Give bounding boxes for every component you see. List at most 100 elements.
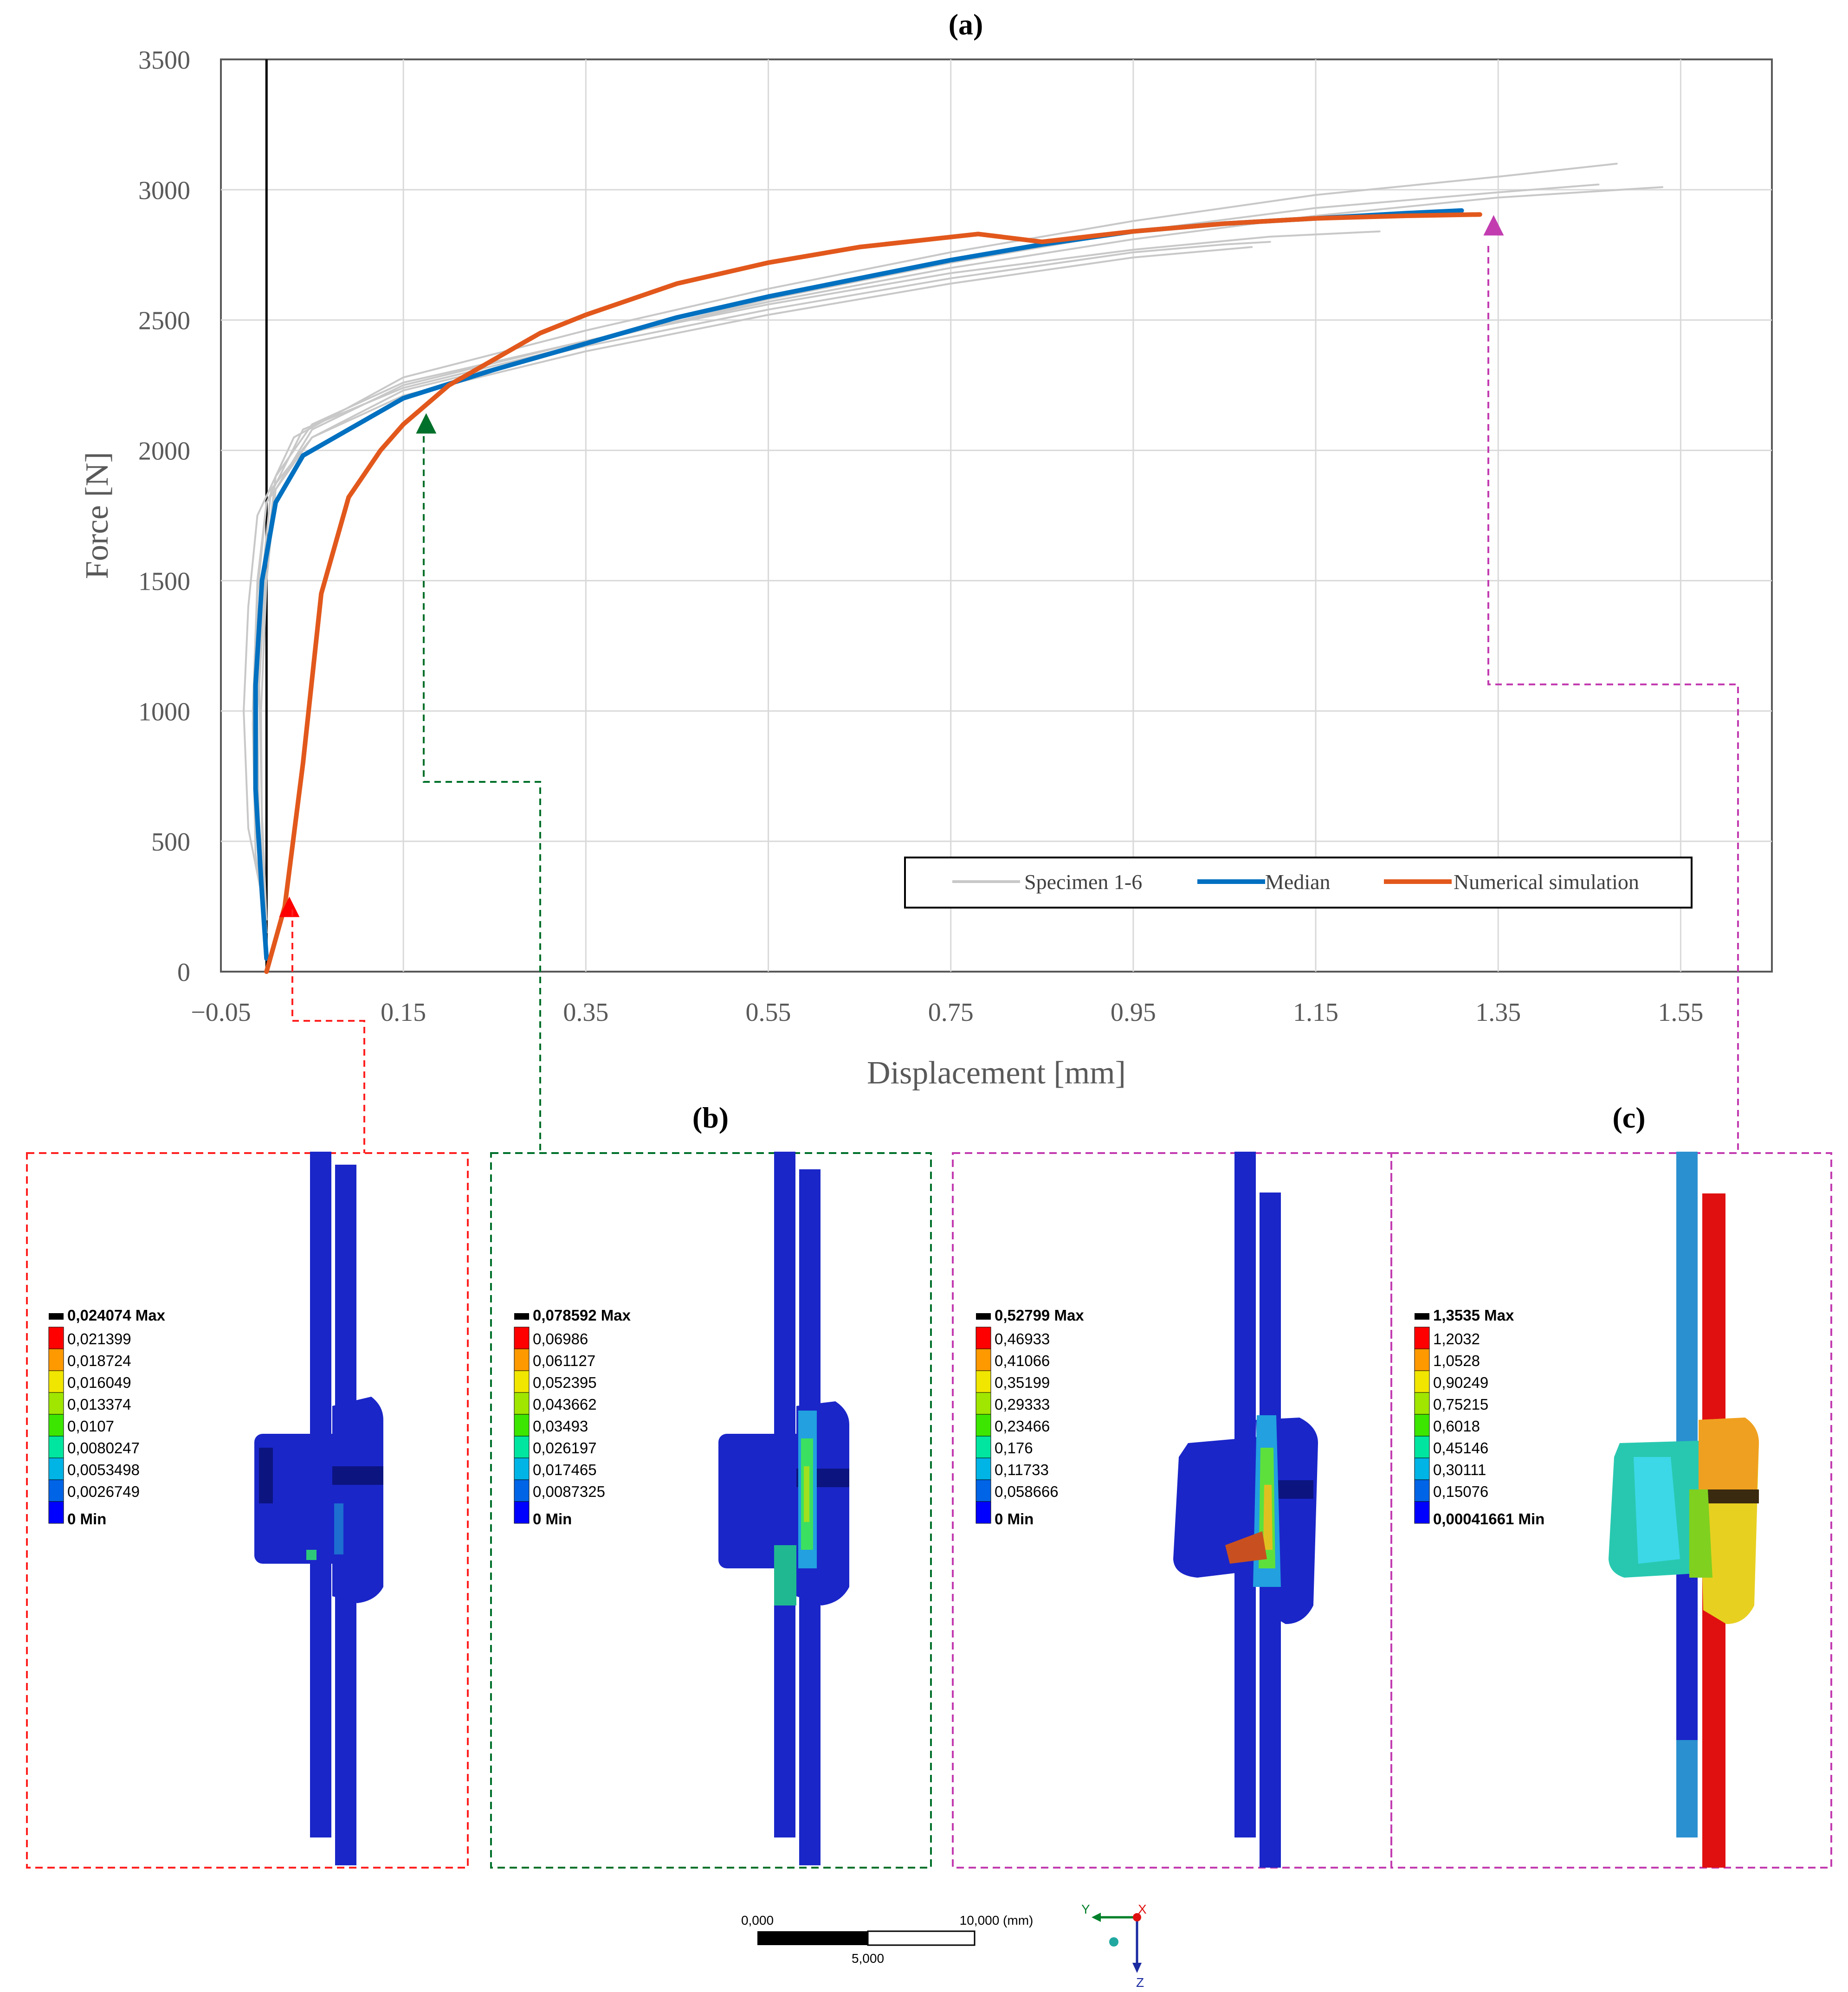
triad-x-label: X: [1138, 1902, 1147, 1916]
x-tick-label: 0.55: [746, 998, 791, 1027]
fem-render-2: [718, 1152, 849, 1865]
panel-label-a: (a): [949, 8, 983, 41]
colorbar-swatch: [48, 1479, 64, 1502]
colorbar-value: 0,0053498: [67, 1461, 140, 1478]
scale-bar-start: 0,000: [741, 1913, 774, 1928]
grid: [221, 59, 1772, 972]
colorbar-value: 0,018724: [67, 1352, 131, 1369]
x-tick-label: −0.05: [191, 998, 251, 1027]
connector-red: [291, 909, 365, 1153]
scale-bar: 0,000 10,000 (mm) 5,000: [741, 1913, 1033, 1966]
series-line-specimen-3: [243, 162, 1618, 921]
panel-frame-2: [490, 1152, 932, 1869]
y-tick-label: 1000: [138, 697, 190, 726]
panel-frames: [26, 1152, 1832, 1869]
colorbar-swatch: [976, 1392, 991, 1415]
colorbar-value: 0,6018: [1433, 1418, 1480, 1435]
colorbar-swatch: [1414, 1392, 1430, 1415]
colorbar-4: 1,3535 Max 1,2032 1,0528 0,90249 0,75215 0,60…: [1414, 1307, 1544, 1528]
colorbar-swatch: [1414, 1457, 1430, 1480]
triad-y-label: Y: [1081, 1902, 1090, 1916]
colorbar-value: 1,2032: [1433, 1330, 1480, 1347]
y-tick-label: 2500: [138, 307, 190, 335]
colorbar-3: 0,52799 Max 0,46933 0,41066 0,35199 0,29333 0…: [976, 1307, 1084, 1528]
legend: Specimen 1-6 Median Numerical simulation: [904, 857, 1693, 909]
colorbar-value: 0,30111: [1433, 1461, 1486, 1478]
colorbar-2: 0,078592 Max 0,06986 0,061127 0,052395 0,043…: [514, 1307, 631, 1528]
colorbar-swatch: [1414, 1370, 1430, 1393]
colorbar-swatch: [976, 1479, 991, 1502]
colorbar-value: 0,026197: [533, 1439, 597, 1457]
colorbar-max-label: 0,024074 Max: [67, 1307, 166, 1324]
colorbar-value: 0,061127: [533, 1352, 595, 1369]
colorbar-swatch: [48, 1327, 64, 1349]
colorbar-swatch: [48, 1370, 64, 1393]
connector-magenta: [1487, 246, 1739, 1153]
colorbar-value: 0,75215: [1433, 1396, 1488, 1413]
force-displacement-chart: −0.05 0.15 0.35 0.55 0.75 0.95 1.15 1.35 1.55 0 5…: [79, 46, 1773, 1091]
colorbar-value: 0,41066: [995, 1352, 1050, 1369]
colorbar-swatch: [514, 1414, 530, 1437]
legend-label-median: Median: [1265, 870, 1331, 894]
colorbar-value: 0,45146: [1433, 1439, 1488, 1457]
colorbar-swatch: [976, 1414, 991, 1437]
colorbar-swatch: [48, 1414, 64, 1437]
colorbar-min-label: 0 Min: [995, 1510, 1034, 1528]
colorbar-1: 0,024074 Max 0,021399 0,018724 0,016049 0,01…: [48, 1307, 166, 1528]
scale-bar-white: [867, 1930, 976, 1946]
colorbar-min-label: 0,00041661 Min: [1433, 1510, 1544, 1528]
x-tick-label: 0.35: [563, 998, 608, 1027]
legend-label-simulation: Numerical simulation: [1454, 870, 1639, 894]
colorbar-swatch: [976, 1370, 991, 1393]
colorbar-swatch: [514, 1436, 530, 1458]
red-marker: [279, 896, 300, 917]
colorbar-swatch: [976, 1457, 991, 1480]
y-tick-label: 3500: [138, 46, 190, 75]
colorbar-swatch: [1414, 1327, 1430, 1349]
colorbar-value: 0,013374: [67, 1396, 131, 1413]
y-axis-title: Force [N]: [79, 452, 115, 579]
panel-frame-4: [1390, 1152, 1832, 1869]
colorbar-top-cap: [514, 1313, 529, 1320]
colorbar-swatch: [514, 1392, 530, 1415]
y-tick-label: 0: [177, 958, 190, 987]
colorbar-top-cap: [1415, 1313, 1429, 1320]
fem-render-4: [1609, 1152, 1759, 1868]
colorbar-swatch: [976, 1327, 991, 1349]
colorbar-value: 0,0026749: [67, 1483, 140, 1500]
y-tick-labels: 0 500 1000 1500 2000 2500 3000 3500: [138, 46, 190, 987]
scale-bar-mid: 5,000: [852, 1951, 884, 1966]
panel-label-c: (c): [1612, 1101, 1645, 1134]
x-tick-label: 1.35: [1475, 998, 1521, 1027]
y-tick-label: 500: [151, 828, 190, 857]
series-line-numerical-simulation: [264, 212, 1482, 974]
colorbar-value: 0,06986: [533, 1330, 588, 1347]
panel-label-b: (b): [692, 1101, 729, 1134]
legend-box: [904, 857, 1693, 909]
colorbar-min-label: 0 Min: [67, 1510, 106, 1528]
colorbar-min-label: 0 Min: [533, 1510, 572, 1528]
colorbar-value: 0,0087325: [533, 1483, 605, 1500]
coordinate-triad-icon: Y X Z: [1081, 1902, 1147, 1990]
colorbar-swatch: [976, 1501, 991, 1524]
colorbar-swatch: [1414, 1501, 1430, 1524]
colorbar-value: 0,11733: [995, 1461, 1049, 1478]
colorbar-swatch: [514, 1457, 530, 1480]
colorbar-swatch: [514, 1370, 530, 1393]
magenta-marker: [1483, 215, 1504, 236]
x-tick-labels: −0.05 0.15 0.35 0.55 0.75 0.95 1.15 1.35 1.55: [191, 998, 1703, 1027]
colorbar-value: 0,03493: [533, 1418, 588, 1435]
colorbars: 0,024074 Max 0,021399 0,018724 0,016049 0,01…: [48, 1307, 1544, 1528]
colorbar-max-label: 1,3535 Max: [1433, 1307, 1514, 1324]
colorbar-swatch: [1414, 1436, 1430, 1458]
colorbar-swatch: [1414, 1414, 1430, 1437]
connectors: [291, 246, 1739, 1153]
colorbar-max-label: 0,078592 Max: [533, 1307, 631, 1324]
colorbar-swatch: [514, 1501, 530, 1524]
colorbar-value: 0,052395: [533, 1374, 597, 1391]
x-tick-label: 0.15: [381, 998, 426, 1027]
green-marker: [416, 413, 437, 434]
colorbar-swatch: [48, 1348, 64, 1371]
marker-layer: [279, 215, 1504, 917]
y-tick-label: 2000: [138, 437, 190, 466]
